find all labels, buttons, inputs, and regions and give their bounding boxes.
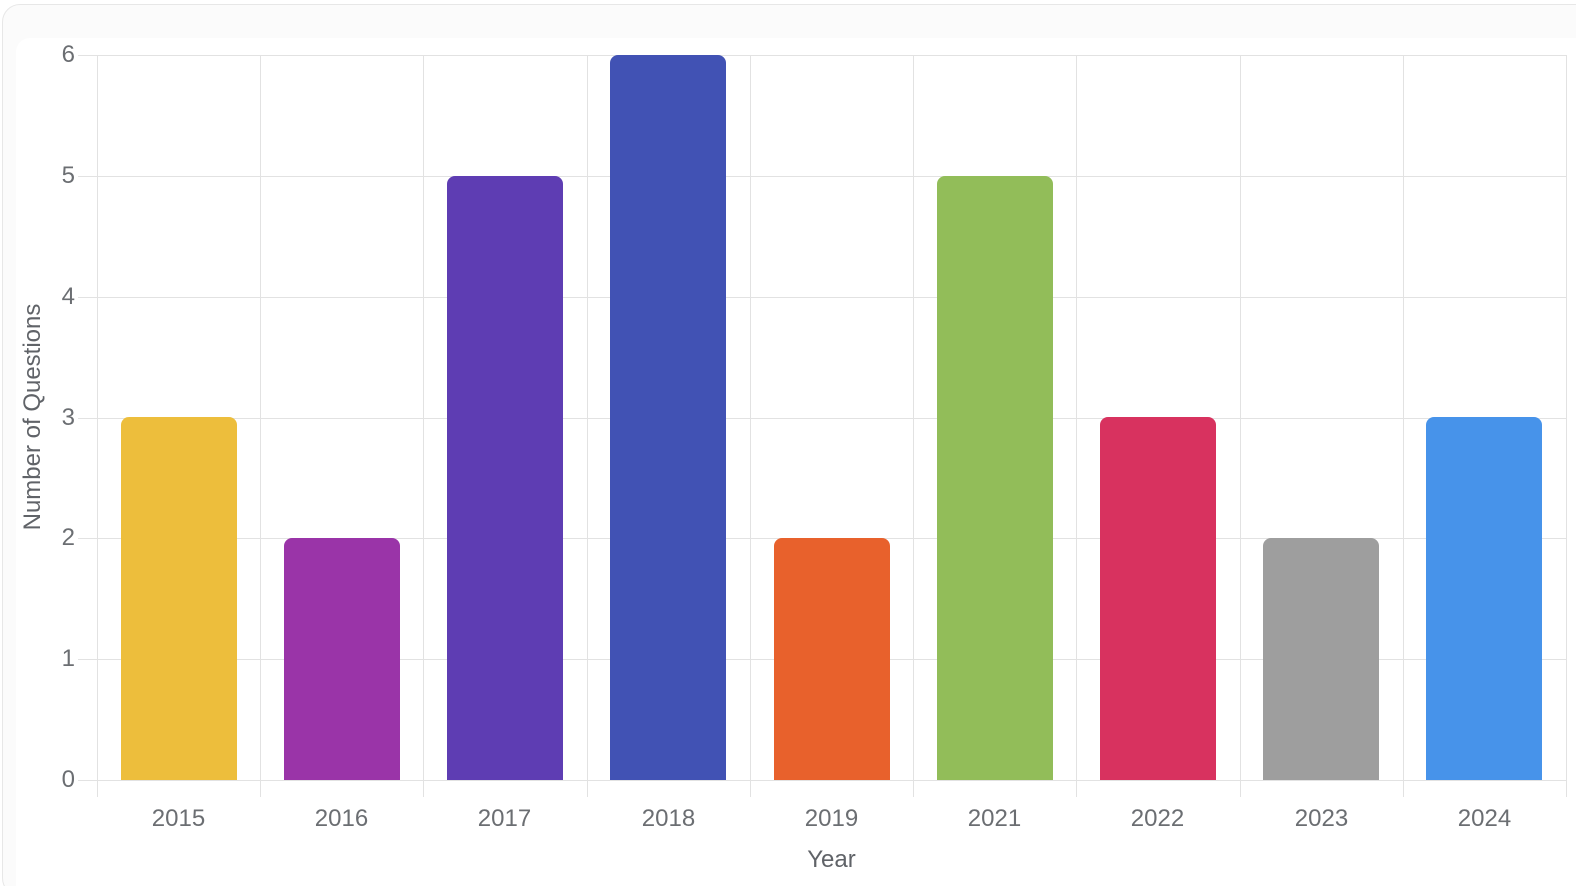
bar-2015[interactable] xyxy=(121,417,237,780)
h-gridline-5 xyxy=(78,175,1566,177)
bar-2018[interactable] xyxy=(610,55,726,780)
bar-2019[interactable] xyxy=(774,538,890,780)
h-gridline-0 xyxy=(78,780,1566,781)
x-tick-label-2019: 2019 xyxy=(804,805,859,832)
bar-2016[interactable] xyxy=(284,538,400,780)
bar-2021[interactable] xyxy=(937,176,1053,780)
h-gridline-4 xyxy=(78,296,1566,298)
x-tick-label-2021: 2021 xyxy=(967,805,1022,832)
v-gridline-8 xyxy=(1403,55,1404,797)
bar-2017[interactable] xyxy=(447,176,563,780)
y-tick-label-3: 3 xyxy=(61,403,75,431)
bar-2022[interactable] xyxy=(1100,417,1216,780)
v-gridline-2 xyxy=(423,55,424,797)
bar-2023[interactable] xyxy=(1263,538,1379,780)
y-tick-label-6: 6 xyxy=(61,41,75,68)
x-axis-title: Year xyxy=(807,846,856,873)
y-tick-label-2: 2 xyxy=(61,524,75,552)
v-gridline-5 xyxy=(913,55,914,797)
x-tick-label-2024: 2024 xyxy=(1457,805,1512,832)
x-tick-label-2015: 2015 xyxy=(151,805,206,832)
v-gridline-4 xyxy=(750,55,751,797)
v-gridline-3 xyxy=(587,55,588,797)
x-tick-label-2018: 2018 xyxy=(641,805,696,832)
v-gridline-0 xyxy=(97,55,98,797)
h-gridline-3 xyxy=(78,417,1566,419)
y-axis-title: Number of Questions xyxy=(19,303,46,531)
v-gridline-6 xyxy=(1076,55,1077,797)
x-tick-label-2017: 2017 xyxy=(477,805,532,832)
v-gridline-9 xyxy=(1566,55,1567,797)
y-tick-label-0: 0 xyxy=(61,766,75,793)
h-gridline-6 xyxy=(78,55,1566,56)
bar-2024[interactable] xyxy=(1426,417,1542,780)
x-tick-label-2023: 2023 xyxy=(1294,805,1349,832)
v-gridline-1 xyxy=(260,55,261,797)
y-tick-label-5: 5 xyxy=(61,161,75,189)
y-tick-label-4: 4 xyxy=(61,282,75,310)
x-tick-label-2022: 2022 xyxy=(1130,805,1185,832)
plot-area xyxy=(78,55,1567,797)
x-tick-label-2016: 2016 xyxy=(314,805,369,832)
y-tick-label-1: 1 xyxy=(61,645,75,673)
v-gridline-7 xyxy=(1240,55,1241,797)
